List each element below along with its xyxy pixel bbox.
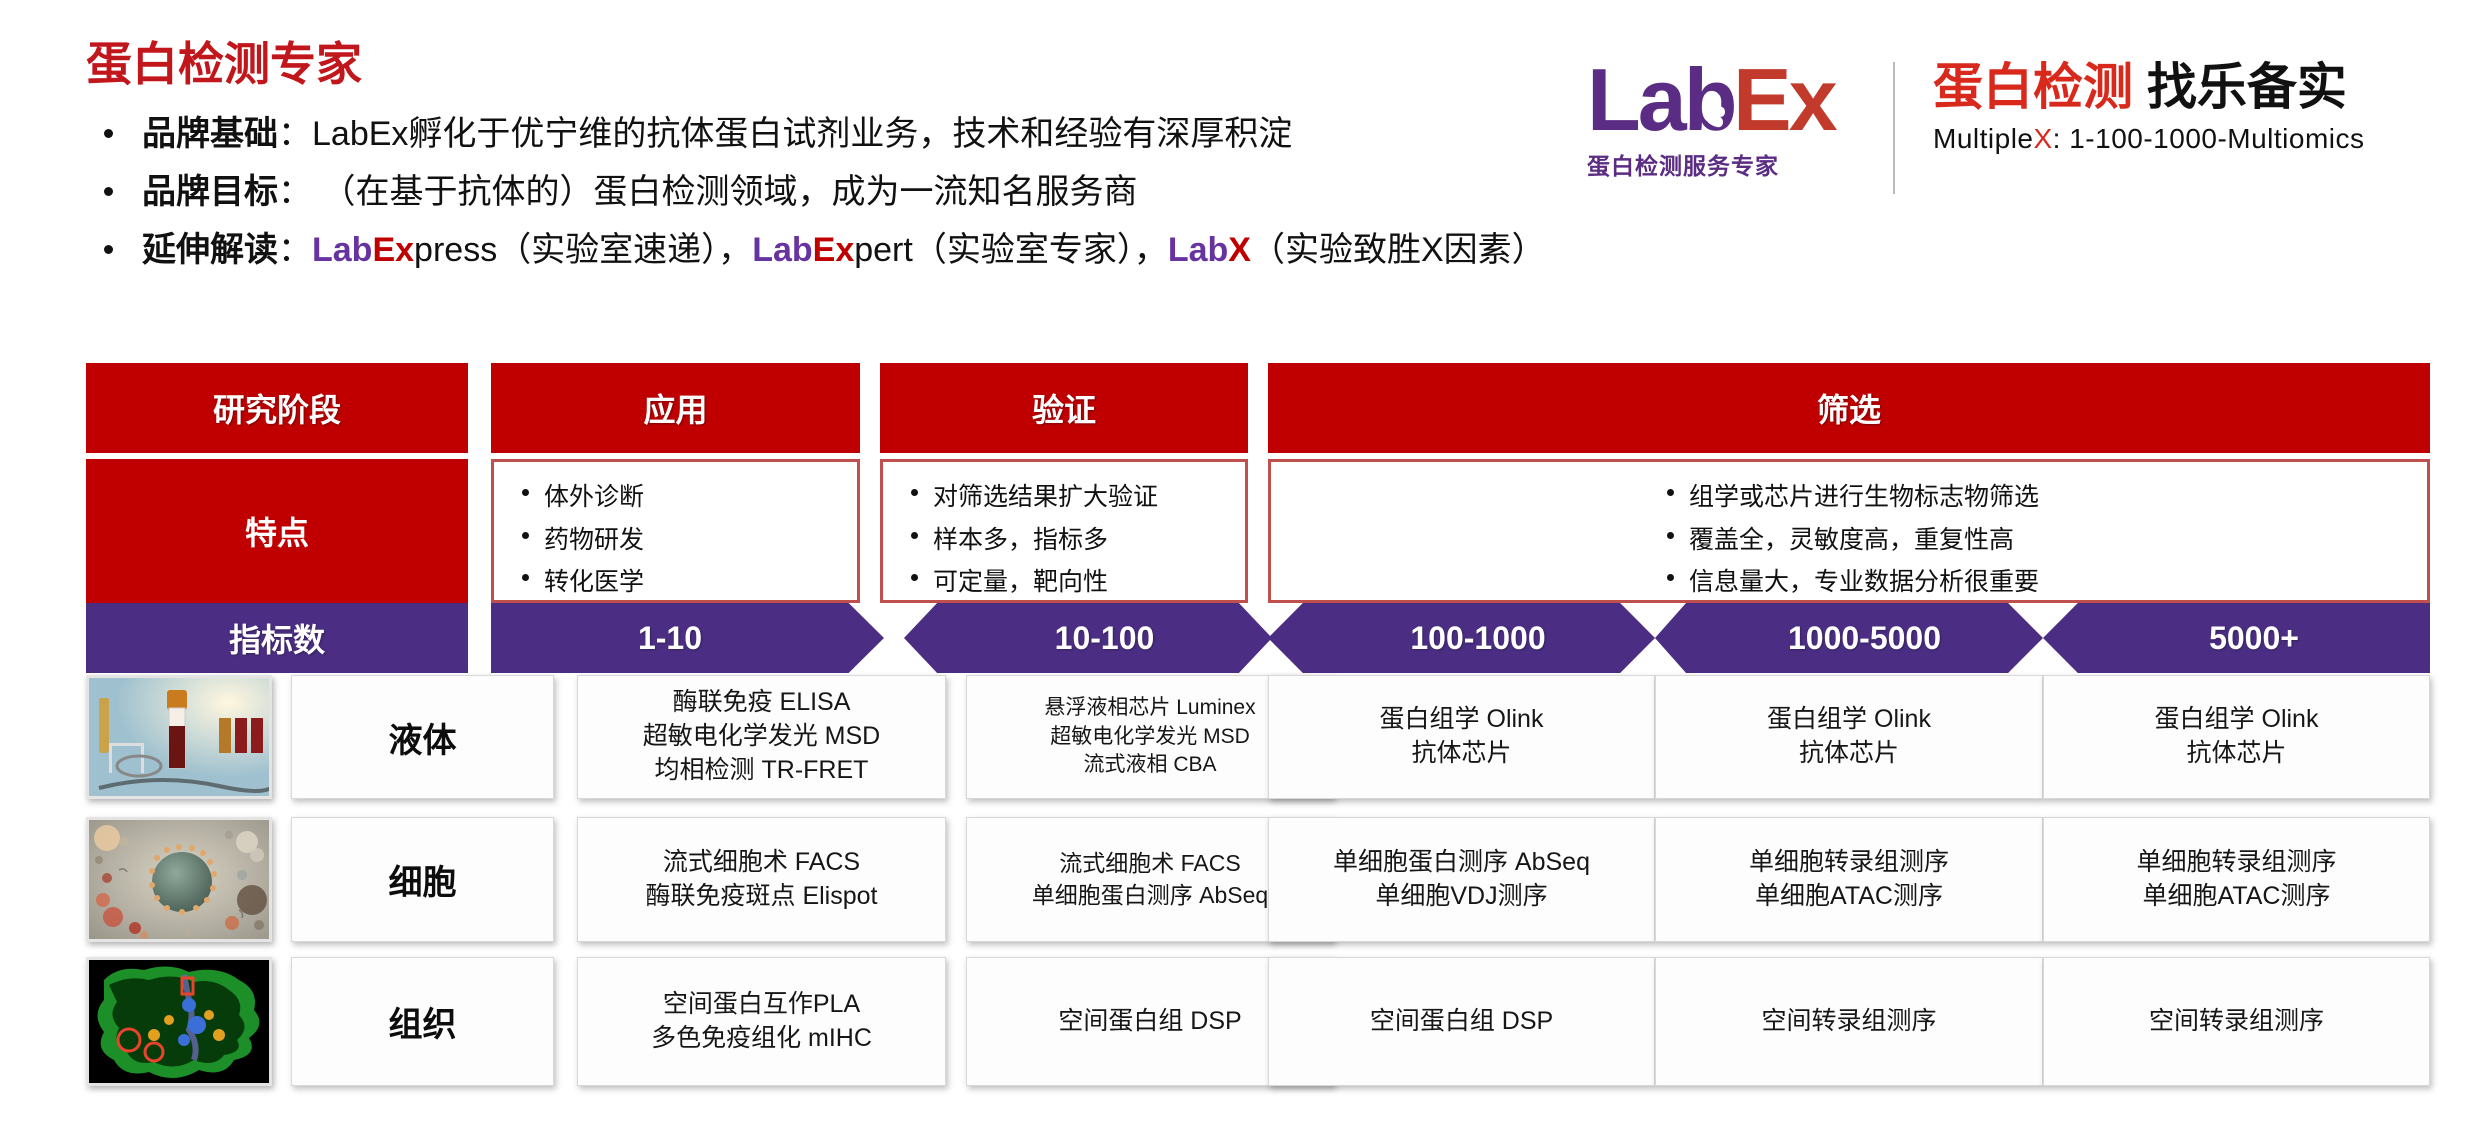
svg-text:Ex: Ex [1733,50,1838,149]
